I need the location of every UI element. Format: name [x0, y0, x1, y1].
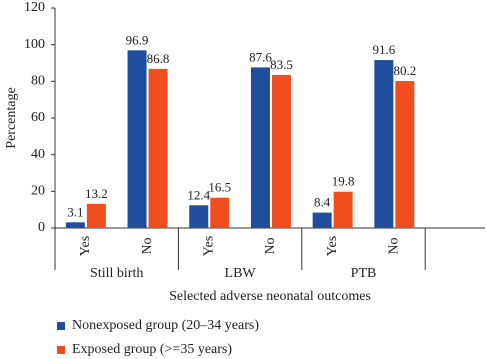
bar — [210, 197, 230, 228]
group-label: PTB — [351, 266, 377, 281]
y-tick-label: 80 — [31, 74, 45, 89]
bar — [395, 80, 415, 228]
group-label: LBW — [225, 266, 257, 281]
x-tick-label: No — [263, 237, 278, 254]
value-label: 80.2 — [393, 63, 416, 78]
legend-label: Nonexposed group (20–34 years) — [72, 318, 259, 333]
group-label: Still birth — [90, 266, 143, 281]
value-label: 12.4 — [187, 187, 210, 202]
x-tick-label: No — [387, 237, 402, 254]
legend-swatch — [57, 346, 65, 354]
bar — [127, 50, 147, 228]
bar — [86, 203, 106, 228]
y-tick-label: 100 — [24, 37, 45, 52]
value-label: 8.4 — [314, 195, 331, 210]
y-tick-label: 60 — [31, 110, 45, 125]
value-label: 96.9 — [126, 32, 149, 47]
x-tick-label: Yes — [201, 236, 216, 256]
x-axis-label: Selected adverse neonatal outcomes — [169, 289, 371, 304]
value-label: 87.6 — [249, 49, 272, 64]
y-tick-label: 20 — [31, 184, 45, 199]
bar — [333, 191, 353, 228]
y-tick-label: 40 — [31, 147, 45, 162]
legend-swatch — [57, 322, 65, 330]
value-label: 86.8 — [147, 51, 170, 66]
legend-label: Exposed group (>=35 years) — [72, 342, 232, 357]
x-tick-label: Yes — [78, 236, 93, 256]
y-tick-label: 0 — [38, 220, 45, 235]
x-tick-label: Yes — [325, 236, 340, 256]
x-tick-label: No — [140, 237, 155, 254]
bar — [271, 74, 291, 229]
y-axis-label: Percentage — [4, 87, 19, 148]
bar — [312, 212, 332, 228]
value-label: 3.1 — [67, 204, 83, 219]
bar — [189, 205, 209, 228]
value-label: 16.5 — [208, 180, 231, 195]
bar — [250, 67, 270, 229]
value-label: 91.6 — [372, 42, 395, 57]
value-label: 13.2 — [85, 186, 108, 201]
bar — [148, 68, 168, 228]
bar — [65, 222, 85, 228]
y-tick-label: 120 — [24, 0, 45, 15]
value-label: 19.8 — [332, 174, 355, 189]
bar — [374, 60, 394, 228]
value-label: 83.5 — [270, 57, 293, 72]
